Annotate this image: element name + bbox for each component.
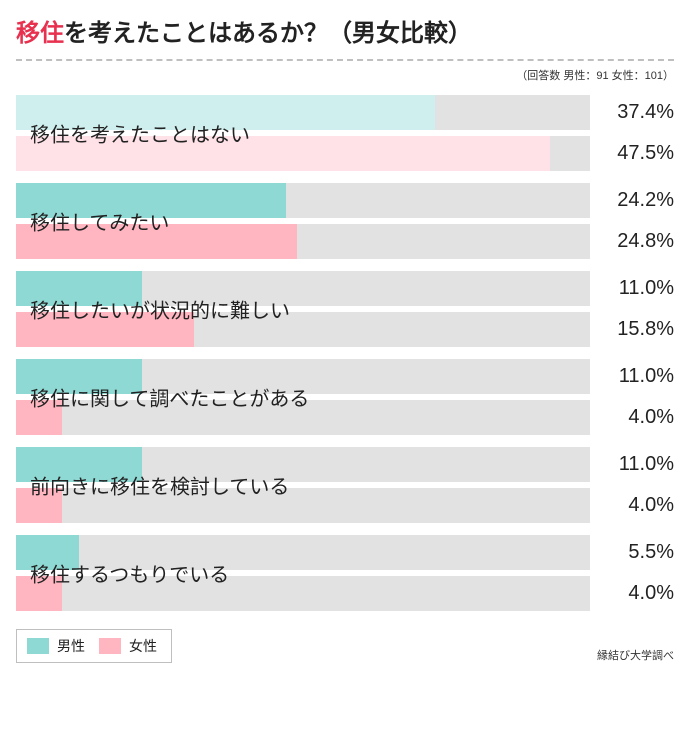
legend-label-female: 女性 — [129, 636, 157, 656]
category-label: 移住に関して調べたことがある — [30, 383, 309, 412]
bar-value-male: 5.5% — [590, 541, 674, 564]
response-counts: （回答数 男性：91 女性：101） — [16, 67, 674, 83]
bar-value-male: 11.0% — [590, 365, 674, 388]
legend-label-male: 男性 — [57, 636, 85, 656]
comparison-bar-chart: 移住を考えたことはない37.4%47.5%移住してみたい24.2%24.8%移住… — [16, 95, 674, 611]
bar-value-male: 11.0% — [590, 277, 674, 300]
legend: 男性 女性 — [16, 629, 172, 663]
source-credit: 縁結び大学調べ — [597, 647, 674, 663]
category-group: 移住するつもりでいる 5.5% 4.0% — [16, 535, 674, 611]
category-group: 移住に関して調べたことがある 11.0% 4.0% — [16, 359, 674, 435]
bar-value-female: 4.0% — [590, 582, 674, 605]
divider — [16, 59, 674, 61]
category-group: 移住したいが状況的に難しい 11.0% 15.8% — [16, 271, 674, 347]
chart-title: 移住を考えたことはあるか？（男女比較） — [16, 18, 674, 59]
bar-value-female: 4.0% — [590, 406, 674, 429]
legend-item-female: 女性 — [99, 636, 157, 656]
category-group: 移住してみたい 24.2% 24.8% — [16, 183, 674, 259]
bar-value-female: 15.8% — [590, 318, 674, 341]
category-label: 移住するつもりでいる — [30, 559, 229, 588]
bar-value-male: 11.0% — [590, 453, 674, 476]
title-accent: 移住 — [16, 20, 64, 47]
category-label: 移住してみたい — [30, 207, 169, 236]
category-label: 移住を考えたことはない — [30, 119, 250, 148]
category-group: 前向きに移住を検討している 11.0% 4.0% — [16, 447, 674, 523]
bar-value-male: 24.2% — [590, 189, 674, 212]
category-label: 移住したいが状況的に難しい — [30, 295, 290, 324]
bar-value-female: 4.0% — [590, 494, 674, 517]
category-group: 移住を考えたことはない 37.4% 47.5% — [16, 95, 674, 171]
legend-swatch-female — [99, 638, 121, 654]
legend-item-male: 男性 — [27, 636, 85, 656]
category-label: 前向きに移住を検討している — [30, 471, 289, 500]
title-rest: を考えたことはあるか？（男女比較） — [64, 20, 472, 47]
bar-value-female: 24.8% — [590, 230, 674, 253]
bar-value-male: 37.4% — [590, 101, 674, 124]
bar-value-female: 47.5% — [590, 142, 674, 165]
legend-swatch-male — [27, 638, 49, 654]
